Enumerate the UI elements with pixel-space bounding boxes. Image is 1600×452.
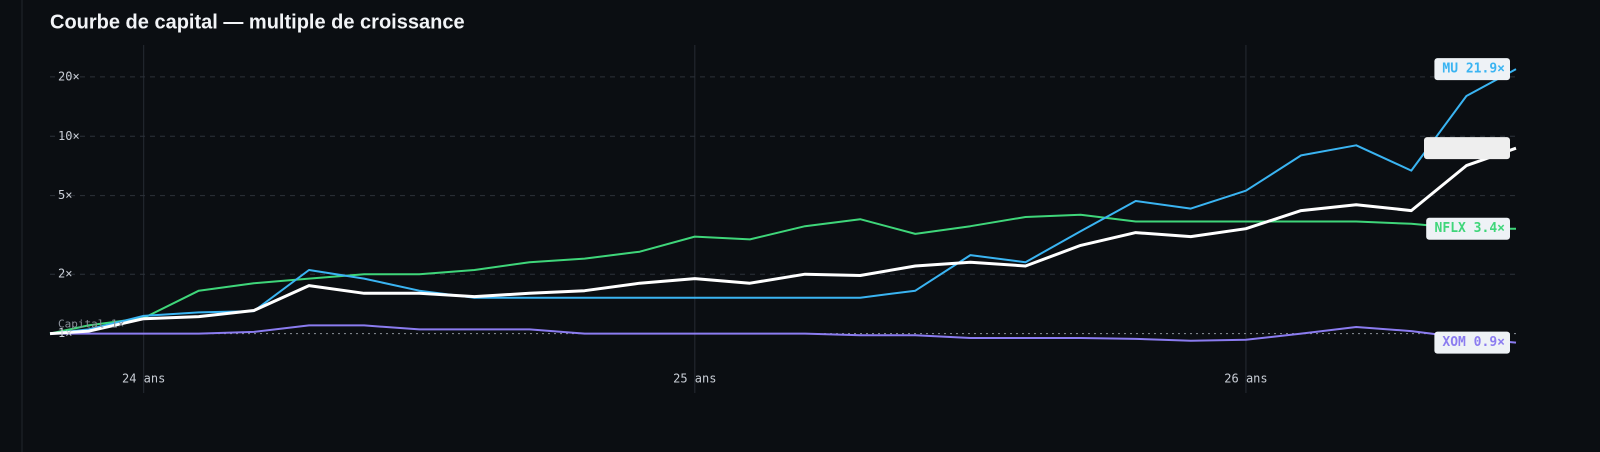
x-tick-label: 26 ans — [1224, 372, 1267, 386]
y-tick-label: 10× — [58, 129, 80, 143]
end-label-text: NFLX 3.4× — [1435, 221, 1506, 236]
x-tick-label: 25 ans — [673, 372, 716, 386]
labels: 24 ans 25 ans 26 ans 1× 2× 5× 10× 20× Capital 1×… — [58, 58, 1510, 386]
annotation: Capital 1× — [58, 318, 124, 331]
end-label: NFLX 3.4× — [1426, 217, 1510, 240]
y-tick-label: 1× — [58, 326, 72, 340]
series-line — [49, 68, 1517, 335]
series-line — [50, 324, 1517, 344]
series-line — [49, 146, 1517, 336]
end-label-text: XOM 0.9× — [1442, 335, 1505, 350]
y-tick-label: 5× — [58, 188, 72, 202]
end-label-box — [1426, 217, 1510, 240]
series-line — [49, 213, 1516, 335]
end-label-box — [1434, 331, 1510, 354]
y-tick-label: 2× — [58, 267, 72, 281]
lines — [49, 68, 1517, 344]
end-label-box — [1434, 58, 1510, 81]
grid — [50, 45, 1516, 393]
x-tick-label: 24 ans — [122, 372, 165, 386]
chart-title: Courbe de capital — multiple de croissan… — [50, 11, 465, 33]
end-label-box — [1424, 137, 1510, 160]
end-label-text: MU 21.9× — [1442, 62, 1505, 77]
y-tick-label: 20× — [58, 69, 80, 83]
end-label — [1424, 137, 1510, 160]
end-label: XOM 0.9× — [1434, 331, 1510, 354]
end-label: MU 21.9× — [1434, 58, 1510, 81]
